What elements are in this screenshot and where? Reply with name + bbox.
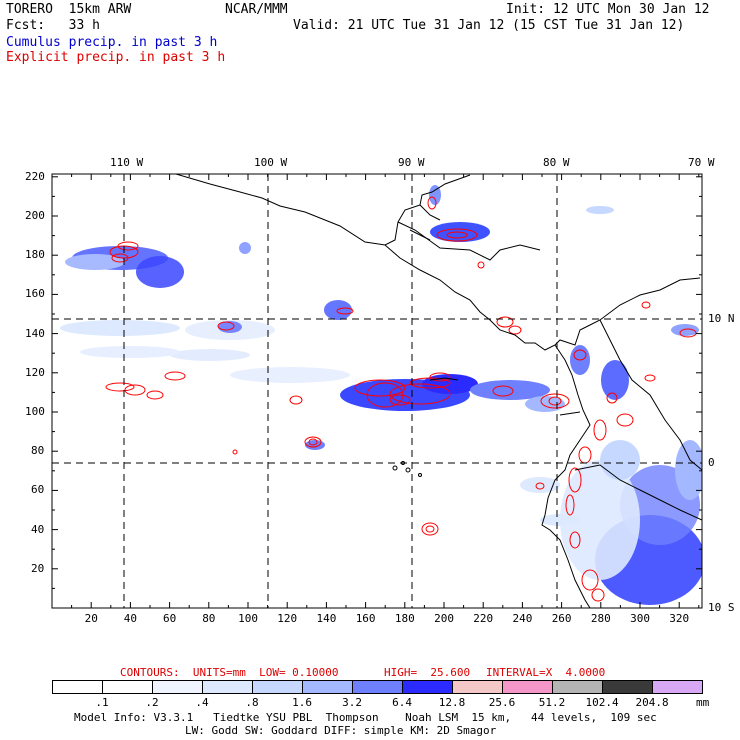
y-tick-label: 200	[25, 209, 45, 222]
x-tick-label: 160	[355, 612, 376, 625]
y-tick-label: 120	[25, 365, 45, 379]
x-tick-label: 100	[238, 612, 258, 625]
lat-label: 10 S	[708, 601, 735, 614]
valid-time: Valid: 21 UTC Tue 31 Jan 12 (15 CST Tue …	[293, 18, 685, 33]
colorbar-label: .8	[245, 696, 259, 709]
colorbar-label: .1	[95, 696, 109, 709]
x-tick-label: 140	[316, 612, 337, 625]
y-tick-label: 100	[25, 405, 45, 418]
colorbar-label: 25.6	[488, 696, 516, 709]
lon-label: 90 W	[398, 156, 425, 169]
coastlines	[175, 174, 702, 608]
model-info-line1: Model Info: V3.3.1 Tiedtke YSU PBL Thomp…	[74, 711, 657, 724]
lon-label: 70 W	[688, 156, 715, 169]
colorbar-swatch	[102, 680, 153, 694]
colorbar-label: 1.6	[292, 696, 312, 709]
field-cumulus-label: Cumulus precip. in past 3 h	[6, 35, 218, 50]
y-tick-label: 160	[25, 287, 45, 301]
precip-field	[52, 174, 702, 608]
x-tick-label: 40	[123, 612, 138, 625]
colorbar-label: 204.8	[635, 696, 669, 709]
contour-interval: INTERVAL=X 4.0000	[486, 666, 606, 679]
colorbar-label: 51.2	[538, 696, 566, 709]
x-tick-label: 20	[84, 612, 98, 625]
colorbar-swatch	[652, 680, 703, 694]
colorbar-label: 6.4	[392, 696, 412, 709]
colorbar-swatch	[452, 680, 503, 694]
colorbar-label: 102.4	[585, 696, 619, 709]
colorbar-swatch	[552, 680, 603, 694]
colorbar-label: .4	[195, 696, 209, 709]
colorbar-label: 3.2	[342, 696, 362, 709]
x-tick-label: 280	[590, 612, 611, 625]
y-tick-label: 60	[31, 483, 45, 497]
x-tick-label: 200	[434, 612, 454, 625]
contour-high: HIGH= 25.600	[384, 666, 471, 679]
x-tick-label: 120	[277, 612, 298, 625]
x-tick-label: 240	[512, 612, 533, 625]
lat-label: 10 N	[708, 312, 735, 325]
lat-label: 0	[708, 456, 715, 469]
colorbar-label: 12.8	[438, 696, 466, 709]
forecast-hour: Fcst: 33 h	[6, 18, 100, 33]
model-title: TORERO 15km ARW	[6, 2, 132, 17]
x-tick-label: 180	[394, 612, 415, 625]
colorbar-swatch	[152, 680, 203, 694]
y-tick-label: 80	[31, 444, 45, 458]
lon-label: 80 W	[543, 156, 570, 169]
x-tick-label: 260	[551, 612, 572, 625]
y-tick-label: 140	[25, 326, 45, 340]
y-tick-label: 20	[31, 561, 45, 575]
y-tick-label: 220	[25, 169, 45, 183]
center-label: NCAR/MMM	[225, 2, 288, 17]
x-tick-label: 320	[669, 612, 690, 625]
contour-units: CONTOURS: UNITS=mm LOW= 0.10000	[120, 666, 339, 679]
lon-label: 110 W	[110, 156, 144, 169]
colorbar-label: .2	[145, 696, 159, 709]
x-tick-label: 220	[473, 612, 494, 625]
x-tick-label: 300	[630, 612, 650, 625]
field-explicit-label: Explicit precip. in past 3 h	[6, 50, 226, 65]
y-tick-label: 180	[25, 248, 45, 262]
model-info-line2: LW: Godd SW: Goddard DIFF: simple KM: 2D…	[185, 724, 497, 737]
colorbar-unit: mm	[696, 696, 710, 709]
colorbar-swatch	[302, 680, 353, 694]
latlon-grid	[52, 174, 702, 608]
colorbar-swatch	[402, 680, 453, 694]
x-tick-label: 60	[163, 612, 177, 625]
colorbar-swatch	[252, 680, 303, 694]
colorbar-swatch	[502, 680, 553, 694]
init-time: Init: 12 UTC Mon 30 Jan 12	[506, 2, 710, 17]
colorbar-swatch	[52, 680, 103, 694]
y-tick-label: 40	[31, 522, 45, 536]
colorbar-swatch	[602, 680, 653, 694]
lon-label: 100 W	[254, 156, 288, 169]
map-frame	[51, 173, 703, 609]
x-tick-label: 80	[202, 612, 216, 625]
colorbar-swatch	[352, 680, 403, 694]
explicit-precip-contours	[105, 196, 697, 602]
grid-ticks	[52, 174, 702, 608]
colorbar-swatch	[202, 680, 253, 694]
